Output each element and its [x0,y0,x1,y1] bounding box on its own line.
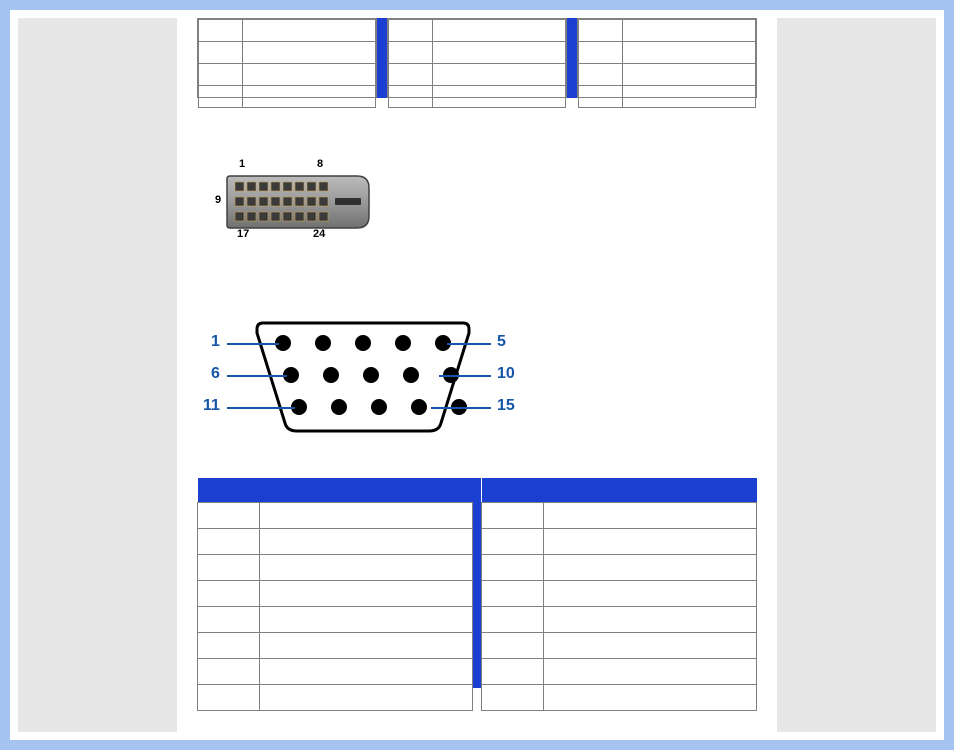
table-row [198,659,473,685]
table-separator [377,18,387,98]
table-row [389,64,566,86]
vga-pin-label-11: 11 [203,397,220,415]
vga-pin-label-6: 6 [211,365,220,383]
table-row [199,64,376,86]
table-row [199,20,376,42]
table-header-row [198,478,473,503]
top-table-group-1 [197,18,377,98]
table-row [198,503,473,529]
table-row [482,607,757,633]
vga-callout-line [227,375,287,377]
vga-callout-line [439,375,491,377]
vga-pin-label-10: 10 [497,365,515,383]
top-table-group-2 [387,18,567,98]
vga-pin-label-5: 5 [497,333,506,351]
top-table-groups [197,18,757,98]
table-row [579,42,756,64]
table-row [389,20,566,42]
vga-pin-label-1: 1 [211,333,220,351]
bottom-table-1 [197,478,473,711]
document-page: 1 8 9 17 24 [177,18,777,732]
table-row [482,503,757,529]
table-row [389,86,566,108]
table-row [482,659,757,685]
bottom-table-2 [481,478,757,711]
vga-callout-line [227,343,279,345]
table-row [198,633,473,659]
document-background: 1 8 9 17 24 [18,18,936,732]
top-table-group-3 [577,18,757,98]
table-row [482,633,757,659]
vga-callout-line [447,343,491,345]
bottom-table-group-2 [481,478,757,688]
top-table-1 [198,19,376,108]
table-row [482,555,757,581]
table-row [579,86,756,108]
bottom-pinout-table [197,478,757,688]
table-row [482,529,757,555]
bottom-table-group-1 [197,478,473,688]
table-row [198,529,473,555]
table-row [482,685,757,711]
dvi-pin-label-9: 9 [215,194,221,206]
vga-connector-diagram: 1 6 11 5 10 15 [197,313,537,443]
dvi-connector-svg [197,158,397,248]
top-pinout-table-partial [197,18,757,98]
dvi-pin-label-1: 1 [239,158,245,170]
table-separator [473,478,481,688]
dvi-pin-label-8: 8 [317,158,323,170]
vga-callout-line [227,407,295,409]
top-table-3 [578,19,756,108]
table-row [389,42,566,64]
table-header-row [482,478,757,503]
top-table-2 [388,19,566,108]
vga-callout-line [431,407,491,409]
table-row [579,64,756,86]
table-separator [567,18,577,98]
vga-pin-label-15: 15 [497,397,515,415]
dvi-pin-label-24: 24 [313,228,325,240]
table-row [199,86,376,108]
table-row [198,607,473,633]
table-row [199,42,376,64]
document-viewer-frame: 1 8 9 17 24 [0,0,954,750]
table-row [198,685,473,711]
vga-connector-svg [197,313,537,443]
table-row [482,581,757,607]
dvi-pin-label-17: 17 [237,228,249,240]
bottom-table-groups [197,478,757,688]
dvi-connector-diagram: 1 8 9 17 24 [197,158,397,248]
table-row [198,581,473,607]
table-row [579,20,756,42]
table-row [198,555,473,581]
